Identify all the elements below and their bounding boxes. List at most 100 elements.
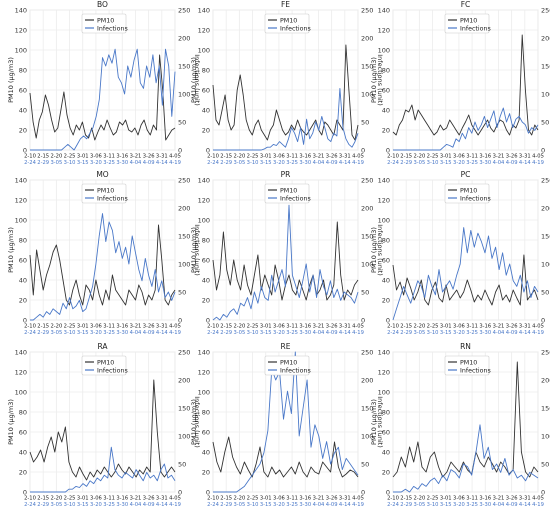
right-axis-label: Infections (unit) <box>376 224 384 275</box>
right-tick-label: 50 <box>178 461 186 469</box>
x-tick-label-top: 2-10 <box>387 154 399 160</box>
x-tick-label-top: 3-11 <box>466 154 478 160</box>
right-tick-label: 250 <box>361 177 373 185</box>
x-tick-label-bottom: 3-25 <box>466 502 478 508</box>
x-tick-label-top: 2-25 <box>427 324 439 330</box>
legend-label-pm10: PM10 <box>280 187 297 194</box>
left-tick-label: 80 <box>19 67 27 75</box>
x-tick-label-bottom: 3-30 <box>116 160 128 166</box>
x-tick-label-top: 2-15 <box>37 324 49 330</box>
plot-area <box>29 351 176 493</box>
left-tick-label: 80 <box>19 409 27 417</box>
x-tick-label-bottom: 4-14 <box>519 160 531 166</box>
right-tick-label: 200 <box>361 35 373 43</box>
x-tick-label-bottom: 3-25 <box>466 330 478 336</box>
x-tick-label-bottom: 3-10 <box>64 502 76 508</box>
x-tick-label-top: 3-06 <box>273 496 285 502</box>
legend-label-infections: Infections <box>460 367 491 374</box>
left-axis-label: PM10 (μg/m3) <box>7 399 15 445</box>
x-tick-label-bottom: 3-15 <box>77 502 89 508</box>
x-tick-label-bottom: 4-19 <box>352 330 364 336</box>
x-tick-label-bottom: 3-15 <box>77 160 89 166</box>
x-tick-label-top: 3-21 <box>130 154 142 160</box>
left-tick-label: 40 <box>202 107 210 115</box>
x-tick-label-top: 2-25 <box>247 496 259 502</box>
series-line-pm10 <box>392 254 539 306</box>
left-axis-label: PM10 (μg/m3) <box>370 57 378 103</box>
right-tick-label: 100 <box>541 433 550 441</box>
x-tick-label-bottom: 2-24 <box>207 502 219 508</box>
x-tick-label-bottom: 2-29 <box>220 330 232 336</box>
left-tick-label: 40 <box>19 277 27 285</box>
right-tick-label: 150 <box>541 63 550 71</box>
left-tick-label: 120 <box>378 197 390 205</box>
x-tick-label-bottom: 4-09 <box>506 502 518 508</box>
x-tick-label-top: 3-21 <box>313 496 325 502</box>
x-tick-label-top: 2-15 <box>400 496 412 502</box>
x-tick-label-bottom: 3-05 <box>413 502 425 508</box>
right-tick-label: 250 <box>541 7 550 15</box>
x-tick-label-top: 3-11 <box>466 324 478 330</box>
left-tick-label: 60 <box>19 257 27 265</box>
right-tick-label: 200 <box>178 35 190 43</box>
left-tick-label: 60 <box>382 429 390 437</box>
left-tick-label: 60 <box>202 429 210 437</box>
right-tick-label: 200 <box>361 205 373 213</box>
left-axis-label: PM10 (μg/m3) <box>190 57 198 103</box>
x-tick-label-bottom: 3-05 <box>233 330 245 336</box>
left-tick-label: 0 <box>386 147 390 155</box>
legend-label-pm10: PM10 <box>97 17 114 24</box>
right-tick-label: 150 <box>178 405 190 413</box>
left-tick-label: 120 <box>198 197 210 205</box>
left-tick-label: 80 <box>202 67 210 75</box>
x-tick-label-bottom: 3-10 <box>427 160 439 166</box>
x-tick-label-top: 2-25 <box>64 496 76 502</box>
right-tick-label: 100 <box>178 433 190 441</box>
x-tick-label-top: 2-15 <box>400 154 412 160</box>
x-tick-label-bottom: 3-15 <box>440 502 452 508</box>
left-tick-label: 100 <box>198 389 210 397</box>
left-tick-label: 60 <box>382 257 390 265</box>
left-tick-label: 20 <box>382 297 390 305</box>
x-tick-label-bottom: 3-20 <box>90 160 102 166</box>
legend-label-infections: Infections <box>280 25 311 32</box>
right-tick-label: 150 <box>178 233 190 241</box>
left-axis-label: PM10 (μg/m3) <box>190 399 198 445</box>
x-tick-label-top: 2-20 <box>233 324 245 330</box>
left-tick-label: 140 <box>378 7 390 15</box>
x-tick-label-top: 4-05 <box>532 154 544 160</box>
left-tick-label: 0 <box>206 147 210 155</box>
x-tick-label-top: 3-11 <box>286 324 298 330</box>
x-tick-label-top: 3-26 <box>326 324 338 330</box>
subplot-title: RN <box>460 342 471 351</box>
x-tick-label-bottom: 2-29 <box>400 160 412 166</box>
left-tick-label: 120 <box>15 369 27 377</box>
x-tick-label-top: 3-06 <box>453 496 465 502</box>
series-line-infections <box>393 424 539 493</box>
x-tick-label-bottom: 4-09 <box>143 160 155 166</box>
x-tick-label-top: 3-06 <box>273 324 285 330</box>
right-tick-label: 100 <box>178 91 190 99</box>
right-tick-label: 0 <box>361 489 365 497</box>
x-tick-label-top: 3-31 <box>156 154 168 160</box>
x-tick-label-top: 3-21 <box>313 154 325 160</box>
right-tick-label: 50 <box>541 289 549 297</box>
right-tick-label: 100 <box>178 261 190 269</box>
x-tick-label-bottom: 3-10 <box>247 330 259 336</box>
x-tick-label-bottom: 4-04 <box>313 502 325 508</box>
x-tick-label-top: 3-21 <box>313 324 325 330</box>
left-tick-label: 60 <box>382 87 390 95</box>
x-tick-label-bottom: 4-19 <box>532 160 544 166</box>
right-tick-label: 0 <box>178 489 182 497</box>
left-tick-label: 140 <box>378 349 390 357</box>
series-line-infections <box>392 227 539 321</box>
series-line-infections <box>30 213 176 321</box>
subplot-rn: 0204060801001201400501001502002502-102-2… <box>370 342 550 508</box>
x-tick-label-top: 3-26 <box>506 496 518 502</box>
right-tick-label: 150 <box>541 405 550 413</box>
x-tick-label-top: 3-31 <box>156 496 168 502</box>
x-tick-label-bottom: 4-14 <box>156 330 168 336</box>
right-tick-label: 250 <box>361 7 373 15</box>
